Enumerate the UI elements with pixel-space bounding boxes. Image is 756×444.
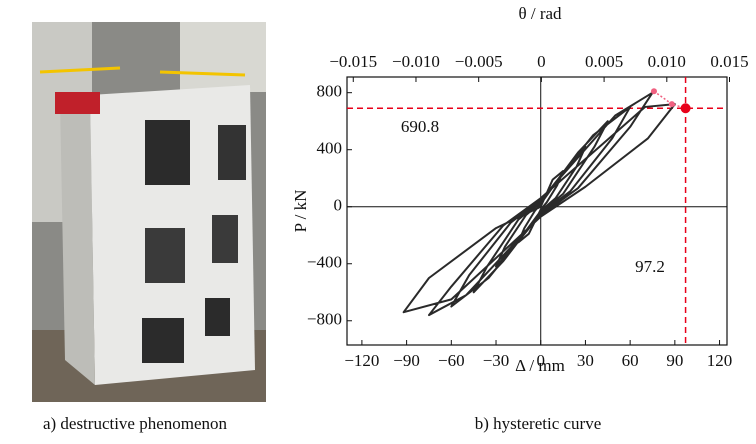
plot-frame <box>346 76 728 346</box>
peak-point <box>650 88 657 95</box>
caption: a) destructive phenomenon <box>43 414 228 433</box>
y-tick-label: −800 <box>307 310 342 329</box>
x-axis-label: Δ / mm <box>515 356 565 375</box>
x2-tick-label: 0 <box>537 52 546 71</box>
x2-tick-label: −0.015 <box>329 52 377 71</box>
y-tick-label: 800 <box>317 82 343 101</box>
x-tick-label: −30 <box>483 351 510 370</box>
y-axis-label: P / kN <box>291 190 310 233</box>
x-tick-label: −120 <box>344 351 379 370</box>
ultimate-point <box>680 103 691 114</box>
x2-tick-label: 0.015 <box>710 52 748 71</box>
x-tick-label: 90 <box>666 351 683 370</box>
value-label: 97.2 <box>635 257 665 276</box>
x2-tick-label: 0.005 <box>585 52 623 71</box>
hysteresis-curve <box>402 91 676 317</box>
x-tick-label: 120 <box>707 351 733 370</box>
x-tick-label: −90 <box>393 351 420 370</box>
x-tick-label: 30 <box>577 351 594 370</box>
value-label: 690.8 <box>401 117 439 136</box>
x-tick-label: 60 <box>622 351 639 370</box>
y-tick-label: 0 <box>334 196 343 215</box>
caption: b) hysteretic curve <box>475 414 602 433</box>
y-tick-label: −400 <box>307 253 342 272</box>
y-tick-label: 400 <box>317 139 343 158</box>
x2-axis-label: θ / rad <box>518 4 562 23</box>
x2-tick-label: −0.005 <box>455 52 503 71</box>
peak-point <box>668 101 675 108</box>
x2-tick-label: 0.010 <box>648 52 686 71</box>
x2-tick-label: −0.010 <box>392 52 440 71</box>
x-tick-label: −60 <box>438 351 465 370</box>
photo <box>32 22 266 402</box>
x-tick-label: 0 <box>536 351 545 370</box>
